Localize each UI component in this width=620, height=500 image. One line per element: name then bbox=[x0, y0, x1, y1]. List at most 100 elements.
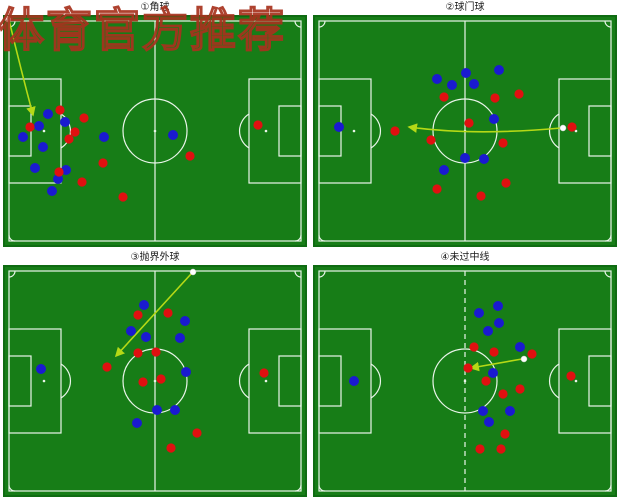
player-marker-blue bbox=[478, 406, 488, 416]
panel-corner-kick: ①角球 bbox=[0, 0, 310, 250]
player-marker-blue bbox=[460, 153, 470, 163]
corner-arc-tl bbox=[8, 20, 16, 28]
player-marker-blue bbox=[349, 376, 359, 386]
player-marker-red bbox=[55, 105, 65, 115]
player-marker-red bbox=[489, 347, 499, 357]
penalty-spot-left bbox=[352, 129, 356, 133]
corner-arc-br bbox=[294, 484, 302, 492]
player-marker-red bbox=[432, 184, 442, 194]
player-marker-blue bbox=[152, 405, 162, 415]
player-marker-red bbox=[133, 310, 143, 320]
player-marker-blue bbox=[175, 333, 185, 343]
player-marker-blue bbox=[53, 174, 63, 184]
centre-spot bbox=[153, 129, 157, 133]
player-marker-blue bbox=[494, 65, 504, 75]
player-marker-blue bbox=[505, 406, 515, 416]
panel-title-throw-in: ③抛界外球 bbox=[130, 252, 180, 263]
player-marker-blue bbox=[439, 165, 449, 175]
player-marker-blue bbox=[47, 186, 57, 196]
player-marker-red bbox=[475, 444, 485, 454]
player-marker-red bbox=[390, 126, 400, 136]
corner-arc-br bbox=[604, 234, 612, 242]
pitch-corner-kick bbox=[3, 15, 307, 247]
centre-circle bbox=[432, 348, 498, 414]
player-marker-red bbox=[118, 192, 128, 202]
player-marker-blue bbox=[30, 163, 40, 173]
penalty-arc-right bbox=[239, 363, 250, 399]
player-marker-blue bbox=[141, 332, 151, 342]
corner-arc-tr bbox=[604, 20, 612, 28]
player-marker-red bbox=[514, 89, 524, 99]
corner-arc-bl bbox=[318, 234, 326, 242]
corner-arc-bl bbox=[318, 484, 326, 492]
penalty-spot-left bbox=[42, 129, 46, 133]
pitch-throw-in bbox=[3, 265, 307, 497]
player-marker-red bbox=[498, 138, 508, 148]
player-marker-blue bbox=[60, 117, 70, 127]
penalty-arc-left bbox=[370, 113, 381, 149]
panel-title-corner-kick: ①角球 bbox=[140, 2, 170, 13]
player-marker-blue bbox=[494, 318, 504, 328]
play-arrow bbox=[8, 19, 36, 117]
player-marker-blue bbox=[447, 80, 457, 90]
corner-arc-tr bbox=[294, 270, 302, 278]
penalty-arc-left bbox=[60, 363, 71, 399]
pitch-svg-corner-kick bbox=[3, 15, 307, 247]
player-marker-blue bbox=[139, 300, 149, 310]
player-marker-blue bbox=[36, 364, 46, 374]
player-marker-blue bbox=[479, 154, 489, 164]
corner-arc-bl bbox=[8, 234, 16, 242]
play-arrow bbox=[469, 358, 523, 372]
player-marker-blue bbox=[181, 367, 191, 377]
penalty-arc-left bbox=[370, 363, 381, 399]
player-marker-blue bbox=[483, 326, 493, 336]
player-marker-red bbox=[253, 120, 263, 130]
centre-spot bbox=[153, 379, 157, 383]
player-marker-red bbox=[566, 371, 576, 381]
player-marker-red bbox=[77, 177, 87, 187]
player-marker-red bbox=[64, 134, 74, 144]
corner-arc-br bbox=[294, 234, 302, 242]
penalty-spot-right bbox=[574, 379, 578, 383]
player-marker-red bbox=[70, 127, 80, 137]
player-marker-blue bbox=[18, 132, 28, 142]
goal-area-left bbox=[8, 355, 32, 407]
player-marker-blue bbox=[126, 326, 136, 336]
player-marker-red bbox=[496, 444, 506, 454]
player-marker-red bbox=[102, 362, 112, 372]
player-marker-red bbox=[426, 135, 436, 145]
player-marker-red bbox=[439, 92, 449, 102]
player-marker-red bbox=[98, 158, 108, 168]
player-marker-red bbox=[163, 308, 173, 318]
panel-not-past-midline: ④未过中线 bbox=[310, 250, 620, 500]
goal-area-right bbox=[588, 105, 612, 157]
player-marker-red bbox=[490, 93, 500, 103]
player-marker-blue bbox=[515, 342, 525, 352]
player-marker-blue bbox=[484, 417, 494, 427]
ball-marker bbox=[520, 355, 528, 363]
player-marker-blue bbox=[132, 418, 142, 428]
player-marker-red bbox=[515, 384, 525, 394]
play-arrow bbox=[114, 273, 192, 358]
corner-arc-tr bbox=[294, 20, 302, 28]
player-marker-red bbox=[498, 389, 508, 399]
pitch-svg-goal-kick bbox=[313, 15, 617, 247]
goal-area-left bbox=[318, 355, 342, 407]
player-marker-blue bbox=[432, 74, 442, 84]
corner-arc-tl bbox=[318, 20, 326, 28]
corner-arc-br bbox=[604, 484, 612, 492]
penalty-spot-left bbox=[42, 379, 46, 383]
player-marker-blue bbox=[34, 121, 44, 131]
player-marker-blue bbox=[474, 308, 484, 318]
player-marker-blue bbox=[38, 142, 48, 152]
penalty-spot-right bbox=[264, 129, 268, 133]
player-marker-red bbox=[151, 347, 161, 357]
player-marker-red bbox=[259, 368, 269, 378]
pitch-svg-not-past-midline bbox=[313, 265, 617, 497]
penalty-arc-right bbox=[549, 363, 560, 399]
penalty-spot-right bbox=[264, 379, 268, 383]
player-marker-red bbox=[500, 429, 510, 439]
penalty-arc-left bbox=[60, 113, 71, 149]
goal-area-right bbox=[278, 105, 302, 157]
